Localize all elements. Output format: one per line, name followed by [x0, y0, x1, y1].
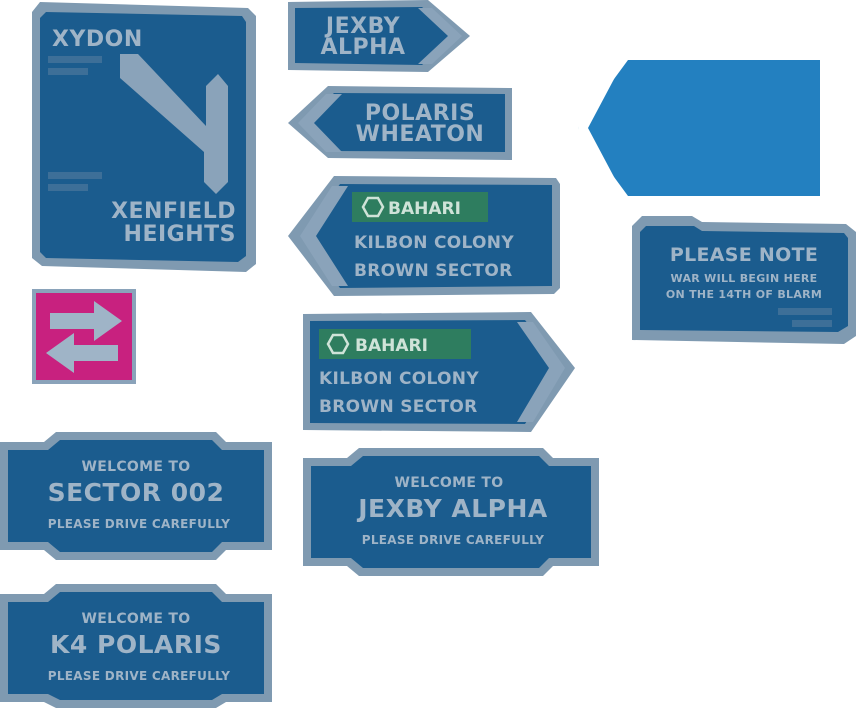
note-title: PLEASE NOTE [670, 244, 818, 266]
hexagon-icon [326, 333, 350, 355]
please-note-sign: PLEASE NOTE WAR WILL BEGIN HERE ON THE 1… [632, 216, 856, 344]
decor-bar [778, 308, 832, 315]
sign-title: XYDON [52, 27, 143, 52]
welcome-sector-sign: WELCOME TO SECTOR 002 PLEASE DRIVE CAREF… [0, 432, 272, 560]
sign-destination-line1: XENFIELD [111, 199, 236, 224]
bahari-badge [319, 329, 471, 359]
welcome-subtext: PLEASE DRIVE CAREFULLY [362, 533, 544, 547]
welcome-destination: JEXBY ALPHA [356, 494, 548, 523]
fork-road-icon [120, 54, 228, 194]
sign-line2: WHEATON [356, 122, 485, 147]
welcome-label: WELCOME TO [82, 459, 191, 475]
badge-label: BAHARI [355, 336, 428, 356]
note-line1: WAR WILL BEGIN HERE [671, 272, 818, 285]
sign-destination-line2: HEIGHTS [124, 222, 236, 247]
swap-arrows-tile [32, 289, 136, 384]
welcome-destination: K4 POLARIS [50, 630, 222, 659]
hexagon-icon [361, 196, 385, 218]
welcome-destination: SECTOR 002 [48, 478, 225, 507]
sign-line1: KILBON COLONY [354, 233, 514, 253]
badge-label: BAHARI [388, 199, 461, 219]
welcome-label: WELCOME TO [395, 475, 504, 491]
chevron-right-icon [418, 8, 462, 64]
polaris-arrow-sign: POLARIS WHEATON [288, 86, 512, 160]
decor-bar [48, 184, 88, 191]
welcome-jexby-sign: WELCOME TO JEXBY ALPHA PLEASE DRIVE CARE… [303, 448, 599, 576]
swap-arrows-icon-back [46, 333, 118, 373]
welcome-subtext: PLEASE DRIVE CAREFULLY [48, 517, 230, 531]
sign-line1: KILBON COLONY [319, 369, 479, 389]
sign-line1: JEXBY [324, 14, 401, 39]
chevron-left-icon [578, 64, 622, 192]
decor-bar [792, 320, 832, 327]
welcome-k4-sign: WELCOME TO K4 POLARIS PLEASE DRIVE CAREF… [0, 584, 272, 708]
xydon-sign: XYDON XENFIELD HEIGHTS [32, 2, 256, 272]
chevron-left-icon [298, 94, 342, 152]
swap-arrows-icon [50, 301, 122, 341]
sign-line2: ALPHA [320, 35, 405, 60]
welcome-label: WELCOME TO [82, 611, 191, 627]
chevron-left-icon [300, 186, 348, 286]
sign-line1: POLARIS [365, 101, 475, 126]
sign-line2: BROWN SECTOR [319, 397, 477, 417]
decor-bar [48, 172, 102, 179]
decor-bar [48, 68, 88, 75]
sign-line2: BROWN SECTOR [354, 261, 512, 281]
welcome-subtext: PLEASE DRIVE CAREFULLY [48, 669, 230, 683]
decor-bar [48, 56, 102, 63]
note-line2: ON THE 14TH OF BLARM [666, 288, 822, 301]
bahari-left-sign: BAHARI KILBON COLONY BROWN SECTOR [288, 176, 560, 296]
jexby-arrow-sign: JEXBY ALPHA [288, 0, 470, 72]
chevron-right-icon [517, 322, 565, 422]
bahari-right-sign: BAHARI KILBON COLONY BROWN SECTOR [303, 312, 575, 432]
blank-arrow-sign [578, 60, 820, 196]
